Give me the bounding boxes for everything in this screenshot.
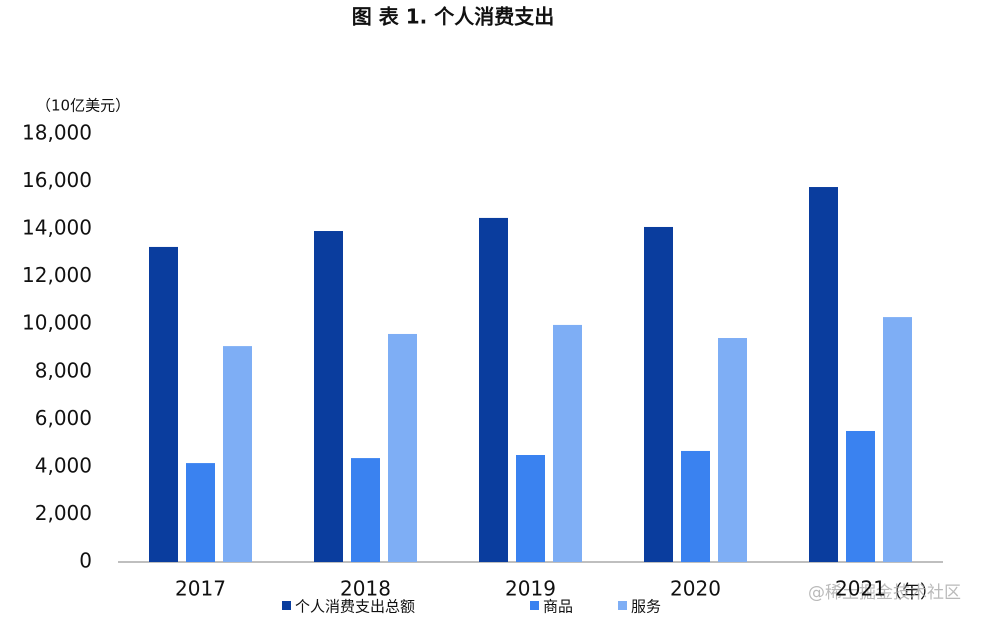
x-tick-label: 2019 [505, 577, 556, 601]
legend-label: 服务 [631, 598, 661, 616]
watermark: @稀土掘金技术社区 [808, 583, 961, 603]
x-tick-label: 2017 [175, 577, 226, 601]
bar [149, 246, 178, 562]
bar [809, 187, 838, 562]
bar [351, 458, 380, 562]
y-tick-label: 14,000 [22, 216, 92, 240]
legend-swatch [282, 601, 291, 610]
y-tick-label: 2,000 [35, 501, 92, 525]
legend-swatch [618, 601, 627, 610]
chart-title: 图 表 1. 个人消费支出 [352, 5, 554, 29]
bar [883, 317, 912, 562]
y-tick-label: 6,000 [35, 406, 92, 430]
bar [223, 346, 252, 562]
bar [553, 324, 582, 562]
bar [718, 338, 747, 562]
bar [681, 450, 710, 562]
y-tick-label: 18,000 [22, 121, 92, 145]
y-tick-label: 16,000 [22, 168, 92, 192]
y-tick-label: 8,000 [35, 358, 92, 382]
legend-label: 个人消费支出总额 [295, 598, 415, 616]
bar [516, 455, 545, 562]
bar [186, 463, 215, 562]
y-tick-label: 12,000 [22, 263, 92, 287]
y-tick-label: 10,000 [22, 311, 92, 335]
bar [314, 231, 343, 562]
x-tick-label: 2020 [670, 577, 721, 601]
bar [644, 226, 673, 562]
bar [479, 217, 508, 563]
x-tick-label: 2021 [835, 577, 886, 601]
y-unit: （10亿美元） [36, 97, 130, 115]
legend-label: 商品 [543, 598, 573, 616]
y-tick-label: 4,000 [35, 453, 92, 477]
bar [388, 333, 417, 562]
y-tick-label: 0 [79, 549, 92, 573]
x-tick-label: 2018 [340, 577, 391, 601]
legend-swatch [530, 601, 539, 610]
bar [846, 430, 875, 562]
x-unit: （年） [884, 582, 938, 603]
